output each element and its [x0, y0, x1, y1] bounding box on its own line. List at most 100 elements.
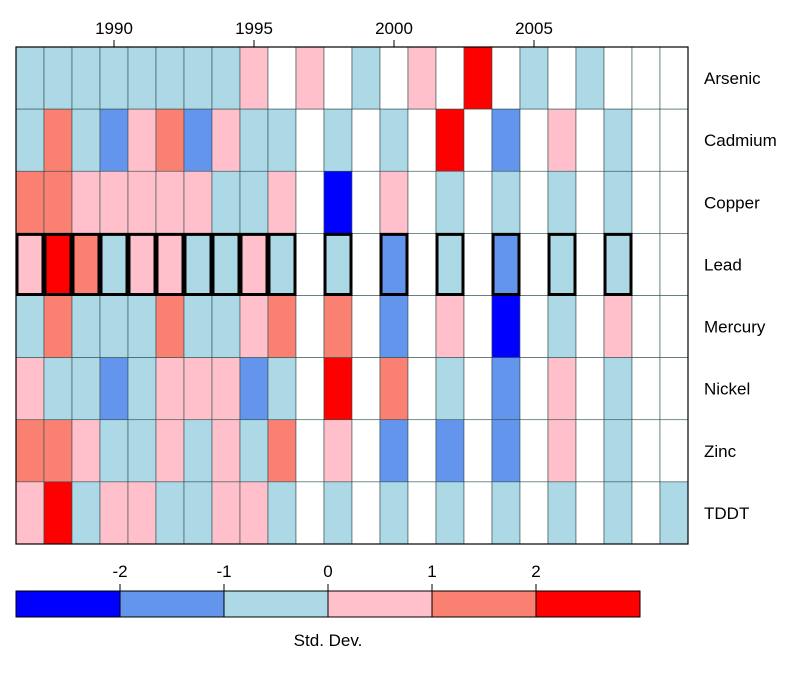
heatmap-cell-tddt-1998	[323, 481, 353, 545]
heatmap-cell-cadmium-2005	[519, 108, 549, 172]
heatmap-cell-tddt-1995	[239, 481, 269, 545]
heatmap-cell-nickel-2007	[575, 357, 605, 421]
heatmap-cell-nickel-1995	[239, 357, 269, 421]
heatmap-cell-tddt-2003	[463, 481, 493, 545]
heatmap-cell-arsenic-2004	[491, 46, 521, 110]
heatmap-cell-cadmium-1989	[71, 108, 101, 172]
heatmap-cell-tddt-1988	[43, 481, 73, 545]
heatmap-cell-cadmium-2000	[379, 108, 409, 172]
heatmap-cell-mercury-1988	[43, 295, 73, 358]
heatmap-cell-zinc-2000	[379, 419, 409, 483]
heatmap-cell-arsenic-1987	[15, 46, 45, 110]
heatmap-cell-nickel-1999	[351, 357, 381, 421]
heatmap-cell-zinc-2010	[659, 419, 689, 483]
heatmap-cell-copper-1999	[351, 170, 381, 234]
heatmap-cell-nickel-2010	[659, 357, 689, 421]
heatmap-cell-mercury-2006	[547, 295, 577, 358]
heatmap-cell-mercury-1999	[351, 295, 381, 358]
heatmap-cell-arsenic-2006	[547, 46, 577, 110]
heatmap-cell-arsenic-1999	[351, 46, 381, 110]
highlight-box-1991	[127, 232, 157, 296]
heatmap-cell-cadmium-1991	[127, 108, 157, 172]
heatmap-cell-cadmium-2010	[659, 108, 689, 172]
heatmap-cell-zinc-2009	[631, 419, 661, 483]
heatmap-cell-tddt-1993	[183, 481, 213, 545]
legend-swatch-5	[431, 590, 537, 618]
heatmap-cell-copper-2009	[631, 170, 661, 234]
heatmap-cell-nickel-2000	[379, 357, 409, 421]
highlight-boxes	[15, 232, 633, 296]
legend-title: Std. Dev.	[294, 631, 363, 650]
heatmap-cell-nickel-1992	[155, 357, 185, 421]
heatmap-cell-copper-2000	[379, 170, 409, 234]
heatmap-cell-mercury-2005	[519, 295, 549, 358]
heatmap-cell-lead-2003	[463, 233, 493, 296]
heatmap-cell-arsenic-2010	[659, 46, 689, 110]
heatmap-cell-mercury-2007	[575, 295, 605, 358]
row-label-cadmium: Cadmium	[704, 131, 777, 150]
heatmap-cell-cadmium-1996	[267, 108, 297, 172]
heatmap-cell-nickel-1993	[183, 357, 213, 421]
legend-swatch-1	[15, 590, 121, 618]
heatmap-cell-mercury-1993	[183, 295, 213, 358]
highlight-box-1990	[99, 232, 129, 296]
heatmap-cell-mercury-2002	[435, 295, 465, 358]
heatmap-cell-arsenic-1988	[43, 46, 73, 110]
heatmap-cell-cadmium-2003	[463, 108, 493, 172]
heatmap-cell-lead-2004	[491, 233, 521, 296]
heatmap-cell-lead-1999	[351, 233, 381, 296]
heatmap-cell-tddt-1996	[267, 481, 297, 545]
highlight-box-2008	[603, 232, 633, 296]
heatmap-cell-arsenic-1998	[323, 46, 353, 110]
heatmap-cell-arsenic-2002	[435, 46, 465, 110]
heatmap-cell-mercury-1995	[239, 295, 269, 358]
heatmap-cell-cadmium-2002	[435, 108, 465, 172]
heatmap-cell-copper-2004	[491, 170, 521, 234]
heatmap-cell-mercury-1996	[267, 295, 297, 358]
heatmap-cell-zinc-2001	[407, 419, 437, 483]
legend-tick-label-2: -1	[216, 562, 231, 581]
highlight-box-2004	[491, 232, 521, 296]
heatmap-cell-tddt-1999	[351, 481, 381, 545]
heatmap-cell-lead-1991	[127, 233, 157, 296]
heatmap-cell-zinc-1987	[15, 419, 45, 483]
heatmap-cell-arsenic-1995	[239, 46, 269, 110]
heatmap-cell-arsenic-1994	[211, 46, 241, 110]
heatmap-cell-lead-2006	[547, 233, 577, 296]
x-tick-label-2000: 2000	[375, 19, 413, 38]
legend-swatch-3	[223, 590, 329, 618]
heatmap-cell-nickel-1990	[99, 357, 129, 421]
heatmap-cell-zinc-1990	[99, 419, 129, 483]
heatmap-cell-mercury-2003	[463, 295, 493, 358]
heatmap-cell-cadmium-1993	[183, 108, 213, 172]
heatmap-cell-tddt-2005	[519, 481, 549, 545]
heatmap-cell-arsenic-2003	[463, 46, 493, 110]
heatmap-cell-copper-2005	[519, 170, 549, 234]
heatmap-cell-tddt-2006	[547, 481, 577, 545]
heatmap-cell-copper-1995	[239, 170, 269, 234]
heatmap-cell-nickel-1994	[211, 357, 241, 421]
heatmap-cell-tddt-1992	[155, 481, 185, 545]
heatmap-cell-lead-2007	[575, 233, 605, 296]
heatmap-cell-lead-1994	[211, 233, 241, 296]
heatmap-cell-cadmium-1998	[323, 108, 353, 172]
heatmap-cell-copper-1987	[15, 170, 45, 234]
heatmap-cell-cadmium-1992	[155, 108, 185, 172]
heatmap-cell-mercury-1990	[99, 295, 129, 358]
heatmap-cell-nickel-2006	[547, 357, 577, 421]
legend-swatch-2	[119, 590, 225, 618]
heatmap-cell-arsenic-2001	[407, 46, 437, 110]
heatmap-cell-arsenic-1991	[127, 46, 157, 110]
heatmap-cell-mercury-1994	[211, 295, 241, 358]
heatmap-cell-zinc-1991	[127, 419, 157, 483]
x-tick-label-1990: 1990	[95, 19, 133, 38]
heatmap-cell-copper-1989	[71, 170, 101, 234]
heatmap-cell-cadmium-1997	[295, 108, 325, 172]
heatmap-cell-arsenic-2005	[519, 46, 549, 110]
row-label-copper: Copper	[704, 193, 760, 212]
heatmap-cell-nickel-2008	[603, 357, 633, 421]
highlight-box-1993	[183, 232, 213, 296]
heatmap-cell-copper-2001	[407, 170, 437, 234]
heatmap-cell-cadmium-2009	[631, 108, 661, 172]
